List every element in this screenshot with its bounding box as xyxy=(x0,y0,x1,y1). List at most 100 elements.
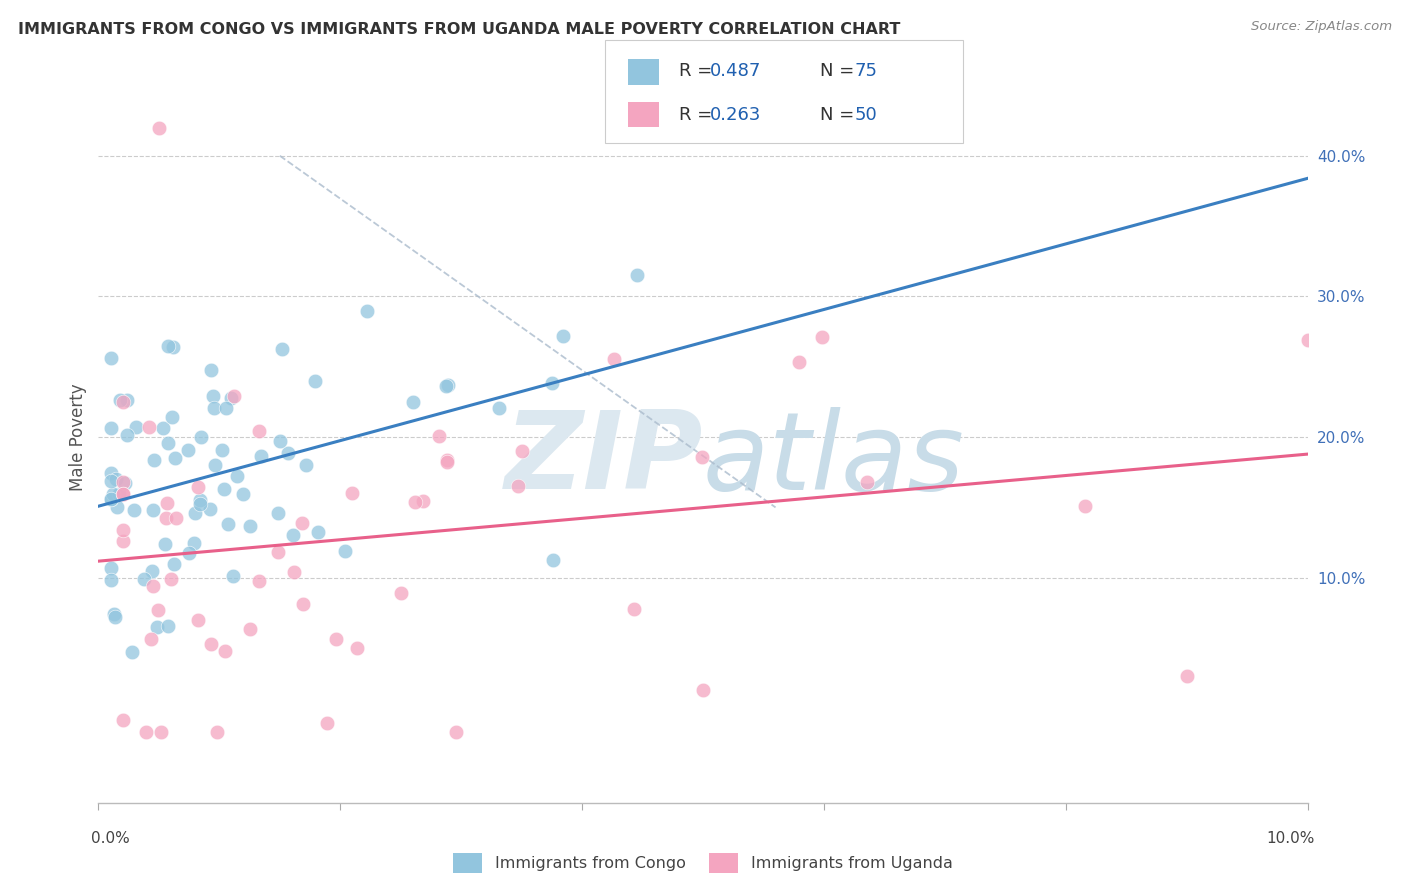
Point xyxy=(105,471,128,485)
Point xyxy=(295,458,318,473)
Point xyxy=(163,450,186,465)
Point xyxy=(508,478,530,492)
Point xyxy=(250,450,273,464)
Point xyxy=(111,523,134,537)
Point xyxy=(111,475,134,489)
Text: R =: R = xyxy=(679,62,718,79)
Point xyxy=(540,376,562,390)
Point xyxy=(623,602,645,616)
Point xyxy=(291,516,314,530)
Point xyxy=(222,569,245,583)
Point xyxy=(204,401,226,416)
Point xyxy=(187,480,209,494)
Point xyxy=(690,450,713,464)
Point xyxy=(121,645,143,659)
Point xyxy=(160,410,183,425)
Point xyxy=(138,420,160,434)
Point xyxy=(183,507,205,521)
Point xyxy=(146,603,169,617)
Text: 0.487: 0.487 xyxy=(710,62,762,79)
Point xyxy=(856,475,879,490)
Point xyxy=(124,420,146,434)
Point xyxy=(200,637,222,651)
Point xyxy=(159,572,181,586)
Point xyxy=(543,553,565,567)
Text: ZIP: ZIP xyxy=(505,406,703,512)
Text: N =: N = xyxy=(820,62,859,79)
Point xyxy=(427,428,450,442)
Point xyxy=(247,424,270,438)
Point xyxy=(602,351,624,366)
Text: atlas: atlas xyxy=(703,407,965,511)
Text: R =: R = xyxy=(679,106,718,124)
Point xyxy=(162,340,184,354)
Point xyxy=(626,268,648,282)
Point xyxy=(146,620,169,634)
Point xyxy=(122,503,145,517)
Point xyxy=(217,516,239,531)
Point xyxy=(1074,499,1097,513)
Point xyxy=(100,491,122,506)
Point xyxy=(142,503,165,517)
Point xyxy=(111,534,134,549)
Text: N =: N = xyxy=(820,106,859,124)
Point xyxy=(139,632,162,646)
Point xyxy=(156,435,179,450)
Point xyxy=(142,579,165,593)
Point xyxy=(153,536,176,550)
Point xyxy=(204,458,226,472)
Point xyxy=(308,524,330,539)
Point xyxy=(155,510,177,524)
Point xyxy=(101,486,124,500)
Point xyxy=(325,632,347,647)
Point xyxy=(214,644,236,658)
Point xyxy=(267,506,290,520)
Text: 50: 50 xyxy=(855,106,877,124)
Point xyxy=(152,421,174,435)
Point xyxy=(1296,333,1319,347)
Text: IMMIGRANTS FROM CONGO VS IMMIGRANTS FROM UGANDA MALE POVERTY CORRELATION CHART: IMMIGRANTS FROM CONGO VS IMMIGRANTS FROM… xyxy=(18,22,901,37)
Point xyxy=(100,420,122,434)
Point xyxy=(211,443,233,458)
Point xyxy=(176,443,198,458)
Point xyxy=(488,401,510,416)
Point xyxy=(404,495,426,509)
Point xyxy=(200,363,222,377)
Point xyxy=(283,566,305,580)
Point xyxy=(221,391,243,405)
Point xyxy=(166,511,188,525)
Point xyxy=(553,329,575,343)
Point xyxy=(787,355,810,369)
Point xyxy=(108,393,131,408)
Point xyxy=(148,120,170,135)
Text: Source: ZipAtlas.com: Source: ZipAtlas.com xyxy=(1251,20,1392,33)
Point xyxy=(100,467,122,481)
Point xyxy=(156,339,179,353)
Point xyxy=(198,502,221,516)
Point xyxy=(811,330,834,344)
Point xyxy=(401,394,423,409)
Text: 10.0%: 10.0% xyxy=(1267,831,1315,846)
Point xyxy=(141,564,163,578)
Point xyxy=(510,444,533,458)
Point xyxy=(232,487,254,501)
Point xyxy=(270,342,292,356)
Text: 0.263: 0.263 xyxy=(710,106,762,124)
Point xyxy=(340,486,363,500)
Point xyxy=(412,493,434,508)
Point xyxy=(1175,669,1198,683)
Point xyxy=(212,483,235,497)
Legend: Immigrants from Congo, Immigrants from Uganda: Immigrants from Congo, Immigrants from U… xyxy=(447,847,959,879)
Point xyxy=(115,427,138,442)
Point xyxy=(277,446,299,460)
Point xyxy=(304,375,326,389)
Point xyxy=(150,725,173,739)
Point xyxy=(183,535,205,549)
Point xyxy=(103,607,125,621)
Point xyxy=(115,392,138,407)
Point xyxy=(104,610,127,624)
Point xyxy=(111,713,134,727)
Point xyxy=(111,487,134,501)
Point xyxy=(333,543,356,558)
Point xyxy=(222,388,245,402)
